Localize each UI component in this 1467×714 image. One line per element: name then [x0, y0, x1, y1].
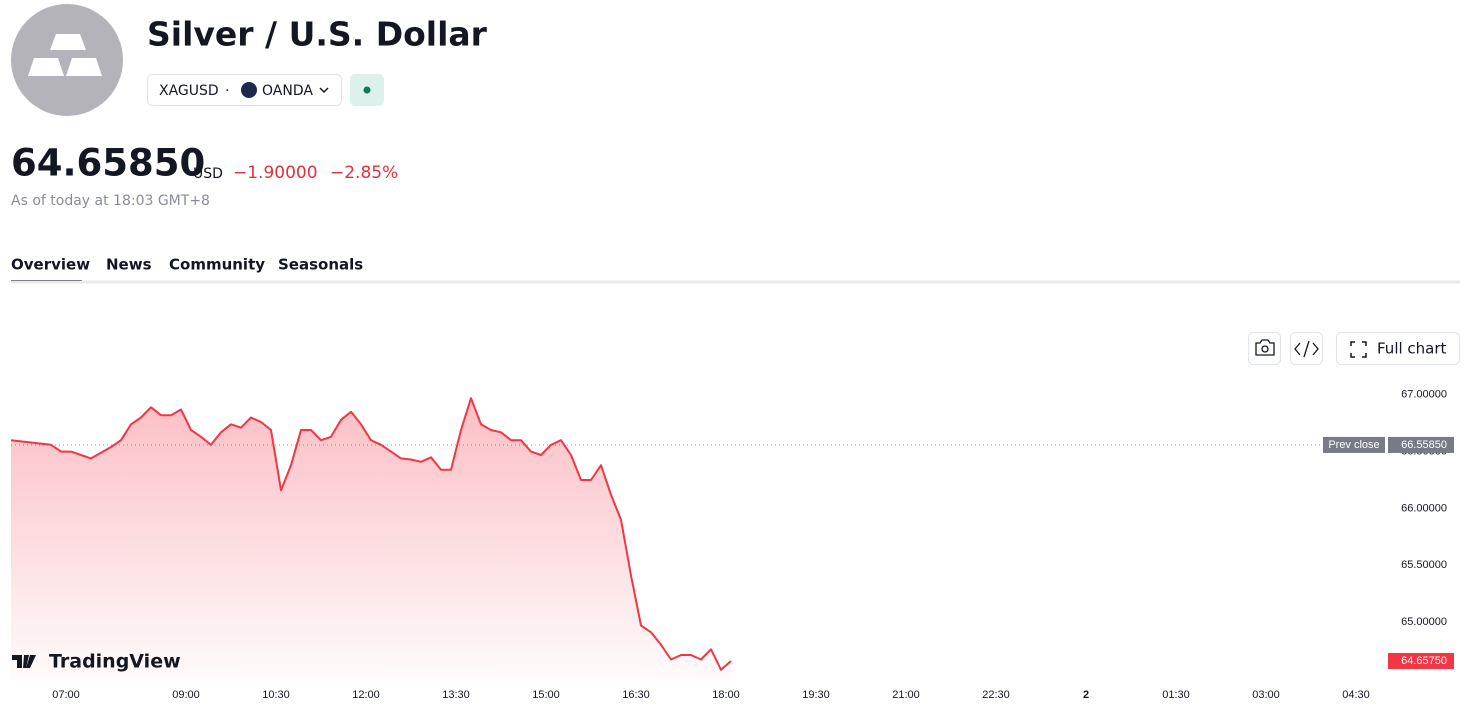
prev-close-value-tag [1388, 436, 1454, 453]
y-tick-label: 66.00000 [1401, 502, 1447, 514]
x-tick-label: 09:00 [172, 689, 200, 701]
x-tick-label: 15:00 [532, 689, 560, 701]
x-tick-label: 10:30 [262, 689, 290, 701]
prev-close-text: Prev close [1328, 439, 1379, 451]
x-tick-label: 12:00 [352, 689, 380, 701]
tab[interactable]: Overview [11, 256, 90, 274]
x-tick-label: 13:30 [442, 689, 470, 701]
full-chart-button[interactable] [1336, 332, 1460, 365]
as-of: As of today at 18:03 GMT+8 [11, 193, 210, 209]
x-tick-label: 07:00 [52, 689, 80, 701]
symbol-icon [11, 4, 123, 116]
x-tick-label: 16:30 [622, 689, 650, 701]
snapshot-button[interactable] [1248, 332, 1281, 365]
separator: · [225, 83, 229, 99]
exchange[interactable]: OANDA [262, 83, 313, 99]
tab[interactable]: Community [169, 256, 265, 274]
last-price-tag [1388, 652, 1454, 669]
x-tick-label: 2 [1083, 689, 1089, 701]
toolbar: Full chart [1248, 332, 1460, 365]
area [11, 398, 731, 680]
x-tick-label: 04:30 [1342, 689, 1370, 701]
prev-close-tag [1323, 436, 1385, 453]
y-tick-label: 67.00000 [1401, 389, 1447, 401]
brand-name: TradingView [49, 651, 181, 673]
full-chart-label[interactable]: Full chart [1377, 340, 1447, 358]
status-dot [363, 86, 371, 94]
prev-close-value: 66.55850 [1401, 439, 1447, 451]
currency: USD [193, 166, 223, 182]
brand: TradingView [12, 651, 181, 673]
price: 64.65850 [11, 142, 205, 185]
chevron [319, 87, 329, 94]
x-tick-label: 18:00 [712, 689, 740, 701]
x-tick-label: 22:30 [982, 689, 1010, 701]
tab[interactable]: News [106, 256, 152, 274]
tabs: Overview News Community Seasonals [11, 256, 363, 283]
change: −1.90000 [233, 163, 318, 183]
symbol[interactable]: XAGUSD [159, 83, 219, 99]
x-tick-label: 01:30 [1162, 689, 1190, 701]
last-price-label: 64.65750 [1401, 655, 1447, 667]
exchange-logo [241, 82, 257, 98]
line [10, 397, 732, 671]
y-tick-label: 65.00000 [1401, 616, 1447, 628]
tab[interactable]: Seasonals [278, 256, 363, 274]
change-percent: −2.85% [330, 163, 398, 183]
x-tick-label: 21:00 [892, 689, 920, 701]
y-tick-label: 65.50000 [1401, 559, 1447, 571]
plot: 65.0000065.5000066.0000066.5000067.00000… [10, 389, 1454, 701]
page-title: Silver / U.S. Dollar [147, 15, 488, 54]
x-tick-label: 19:30 [802, 689, 830, 701]
x-tick-label: 03:00 [1252, 689, 1280, 701]
